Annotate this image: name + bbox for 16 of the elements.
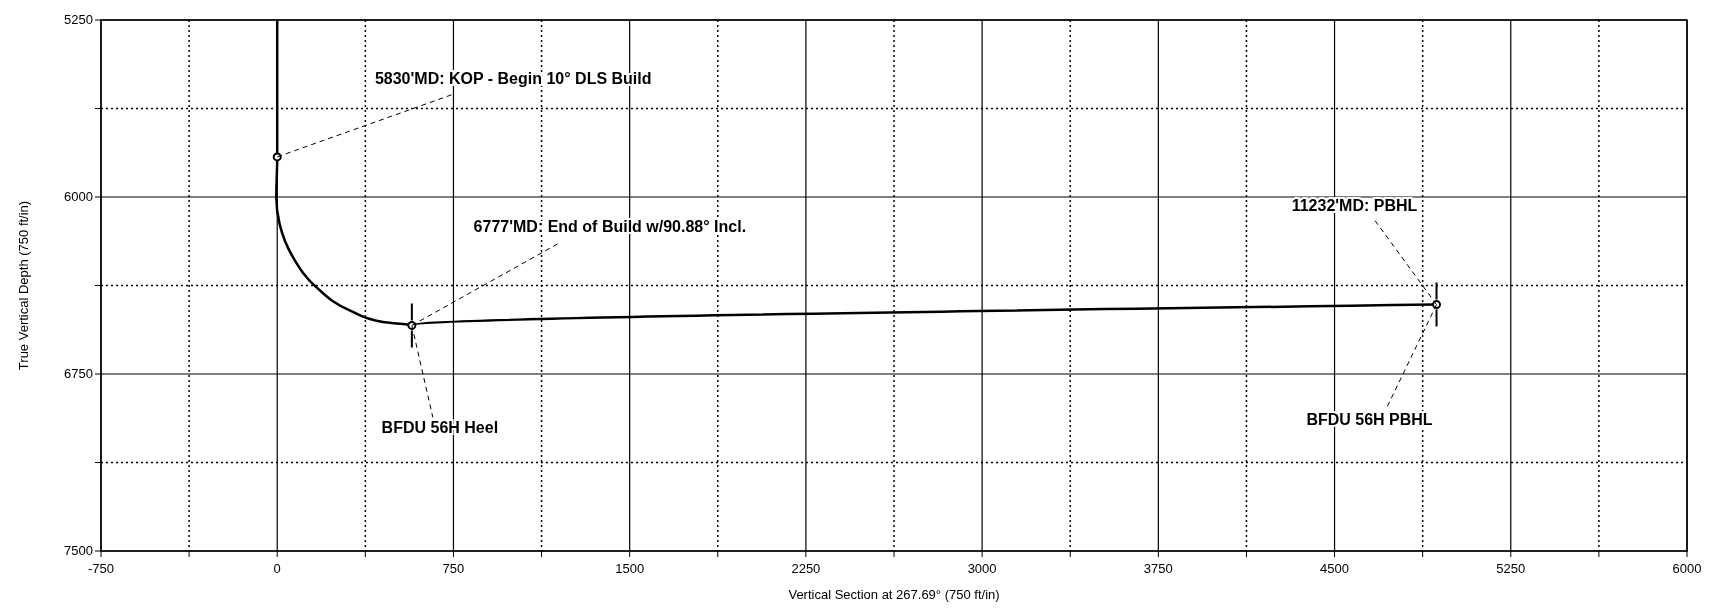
x-axis-title: Vertical Section at 267.69° (750 ft/in) — [788, 587, 1000, 602]
y-tick-label: 6750 — [64, 366, 93, 381]
x-tick-label: 3000 — [967, 561, 997, 576]
x-tick-label: 3750 — [1143, 561, 1173, 576]
y-tick-label: 5250 — [64, 12, 93, 27]
x-tick-label: 750 — [442, 561, 465, 576]
x-tick-label: 1500 — [615, 561, 645, 576]
y-tick-label: 6000 — [64, 189, 93, 204]
x-tick-label: 2250 — [791, 561, 821, 576]
x-tick-label: 0 — [273, 561, 281, 576]
x-tick-label: 6000 — [1672, 561, 1702, 576]
y-axis-title: True Vertical Depth (750 ft/in) — [16, 200, 31, 371]
x-tick-label: 5250 — [1496, 561, 1526, 576]
x-tick-label: -750 — [87, 561, 115, 576]
y-tick-label: 7500 — [64, 543, 93, 558]
x-tick-label: 4500 — [1320, 561, 1350, 576]
